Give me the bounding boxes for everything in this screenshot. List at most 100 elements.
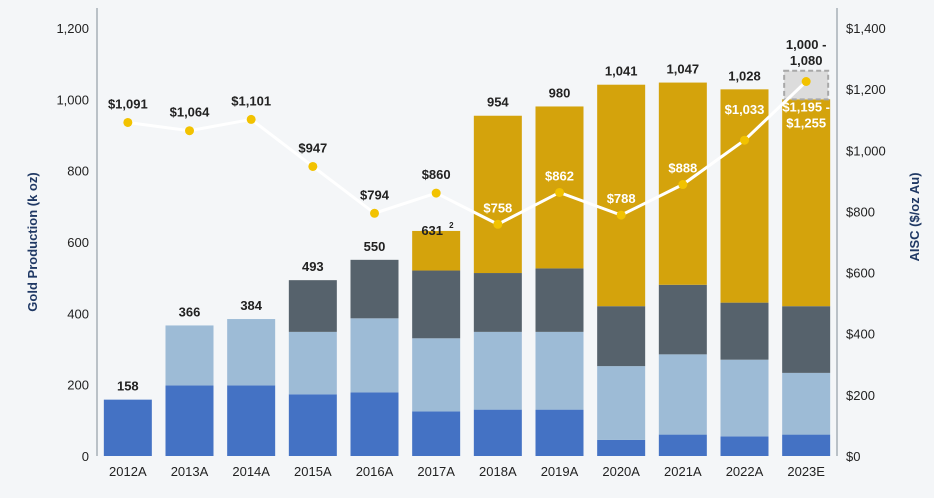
bar-segment-4: [473, 115, 522, 274]
y2-tick-label: $400: [846, 327, 875, 342]
aisc-label: $1,033: [725, 102, 765, 117]
bar-segment-1: [535, 409, 584, 456]
bar-segment-1: [782, 434, 831, 456]
bar-segment-3: [658, 284, 707, 355]
aisc-label: $862: [545, 168, 574, 183]
x-tick-label: 2023E: [787, 464, 825, 479]
total-footnote-marker: 2: [449, 221, 454, 230]
bar-segment-1: [473, 409, 522, 456]
y-axis-title: Gold Production (k oz): [25, 172, 40, 311]
aisc-label: $947: [298, 140, 327, 155]
y2-tick-label: $0: [846, 449, 860, 464]
bar-segment-2: [412, 338, 461, 412]
aisc-marker: [185, 126, 194, 136]
total-label: 550: [364, 239, 386, 254]
bar-segment-2: [473, 331, 522, 410]
aisc-label: $1,101: [231, 93, 271, 108]
bar-segment-3: [720, 302, 769, 360]
bar-segment-1: [412, 411, 461, 456]
bar-segment-2: [350, 318, 399, 393]
y-tick-label: 600: [67, 235, 89, 250]
aisc-line: [127, 80, 808, 226]
x-tick-label: 2022A: [726, 464, 764, 479]
total-label: 1,047: [667, 62, 700, 77]
bar-segment-1: [165, 385, 214, 456]
bar-segment-4: [412, 230, 461, 271]
x-tick-label: 2014A: [232, 464, 270, 479]
total-label: 493: [302, 259, 324, 274]
bar-segment-3: [350, 259, 399, 319]
aisc-marker: [616, 210, 626, 220]
bar-segment-2: [288, 331, 337, 395]
aisc-marker: [740, 135, 749, 145]
total-label: 1,000 -1,080: [786, 37, 826, 68]
y2-tick-label: $600: [846, 266, 875, 281]
bar-segment-1: [597, 439, 646, 456]
bar-segment-1: [658, 434, 707, 456]
aisc-marker: [246, 114, 256, 124]
total-label: 1,041: [605, 64, 638, 79]
bar-segment-2: [658, 354, 707, 435]
aisc-label: $1,091: [108, 96, 148, 111]
bar-segment-2: [720, 359, 769, 437]
bar-segment-2: [227, 319, 276, 386]
x-tick-label: 2015A: [294, 464, 332, 479]
x-tick-label: 2017A: [417, 464, 455, 479]
bar-segment-2: [165, 325, 214, 386]
aisc-label: $788: [607, 191, 636, 206]
x-tick-label: 2012A: [109, 464, 147, 479]
total-label: 631: [421, 223, 443, 238]
y2-axis-title: AISC ($/oz Au): [907, 172, 922, 261]
aisc-marker: [308, 161, 318, 171]
bar-segment-2: [597, 366, 646, 440]
y2-tick-label: $1,400: [846, 21, 886, 36]
x-tick-label: 2018A: [479, 464, 517, 479]
aisc-label: $1,064: [170, 105, 211, 120]
y-tick-label: 1,200: [56, 21, 89, 36]
y2-tick-label: $800: [846, 204, 875, 219]
bar-segment-4: [782, 99, 831, 307]
total-label: 158: [117, 379, 139, 394]
aisc-marker: [123, 117, 133, 127]
aisc-marker: [678, 180, 688, 190]
y2-tick-label: $200: [846, 388, 875, 403]
bar-segment-3: [535, 268, 584, 332]
bar-segment-1: [103, 399, 152, 456]
y2-tick-label: $1,200: [846, 82, 886, 97]
x-tick-label: 2020A: [602, 464, 640, 479]
bar-segment-3: [412, 270, 461, 339]
aisc-marker: [555, 187, 564, 197]
aisc-label: $794: [360, 187, 390, 202]
y2-tick-label: $1,000: [846, 143, 886, 158]
aisc-label: $860: [422, 167, 451, 182]
total-label: 1,028: [728, 68, 761, 83]
bar-segment-2: [535, 331, 584, 410]
bar-segment-1: [350, 392, 399, 456]
bar-segment-4: [535, 106, 584, 269]
aisc-marker: [431, 188, 441, 198]
x-tick-label: 2016A: [356, 464, 394, 479]
bar-segment-3: [597, 306, 646, 367]
y-tick-label: 200: [67, 378, 89, 393]
aisc-label: $1,195 -$1,255: [782, 100, 830, 131]
aisc-marker: [801, 77, 811, 86]
total-label: 954: [487, 95, 509, 110]
bar-segment-1: [227, 385, 276, 456]
x-tick-label: 2013A: [171, 464, 209, 479]
bar-segment-3: [473, 273, 522, 332]
total-label: 384: [240, 298, 262, 313]
aisc-marker: [493, 219, 503, 229]
total-label: 366: [179, 304, 201, 319]
bar-segment-2: [782, 372, 831, 435]
bar-segment-4: [720, 89, 769, 303]
bar-segment-1: [288, 394, 337, 456]
aisc-label: $888: [668, 161, 697, 176]
bar-segment-4: [597, 84, 646, 307]
x-tick-label: 2019A: [541, 464, 579, 479]
bar-segment-3: [288, 280, 337, 332]
y-tick-label: 1,000: [56, 92, 89, 107]
y-tick-label: 800: [67, 164, 89, 179]
bar-segment-1: [720, 436, 769, 456]
bar-segment-3: [782, 306, 831, 373]
